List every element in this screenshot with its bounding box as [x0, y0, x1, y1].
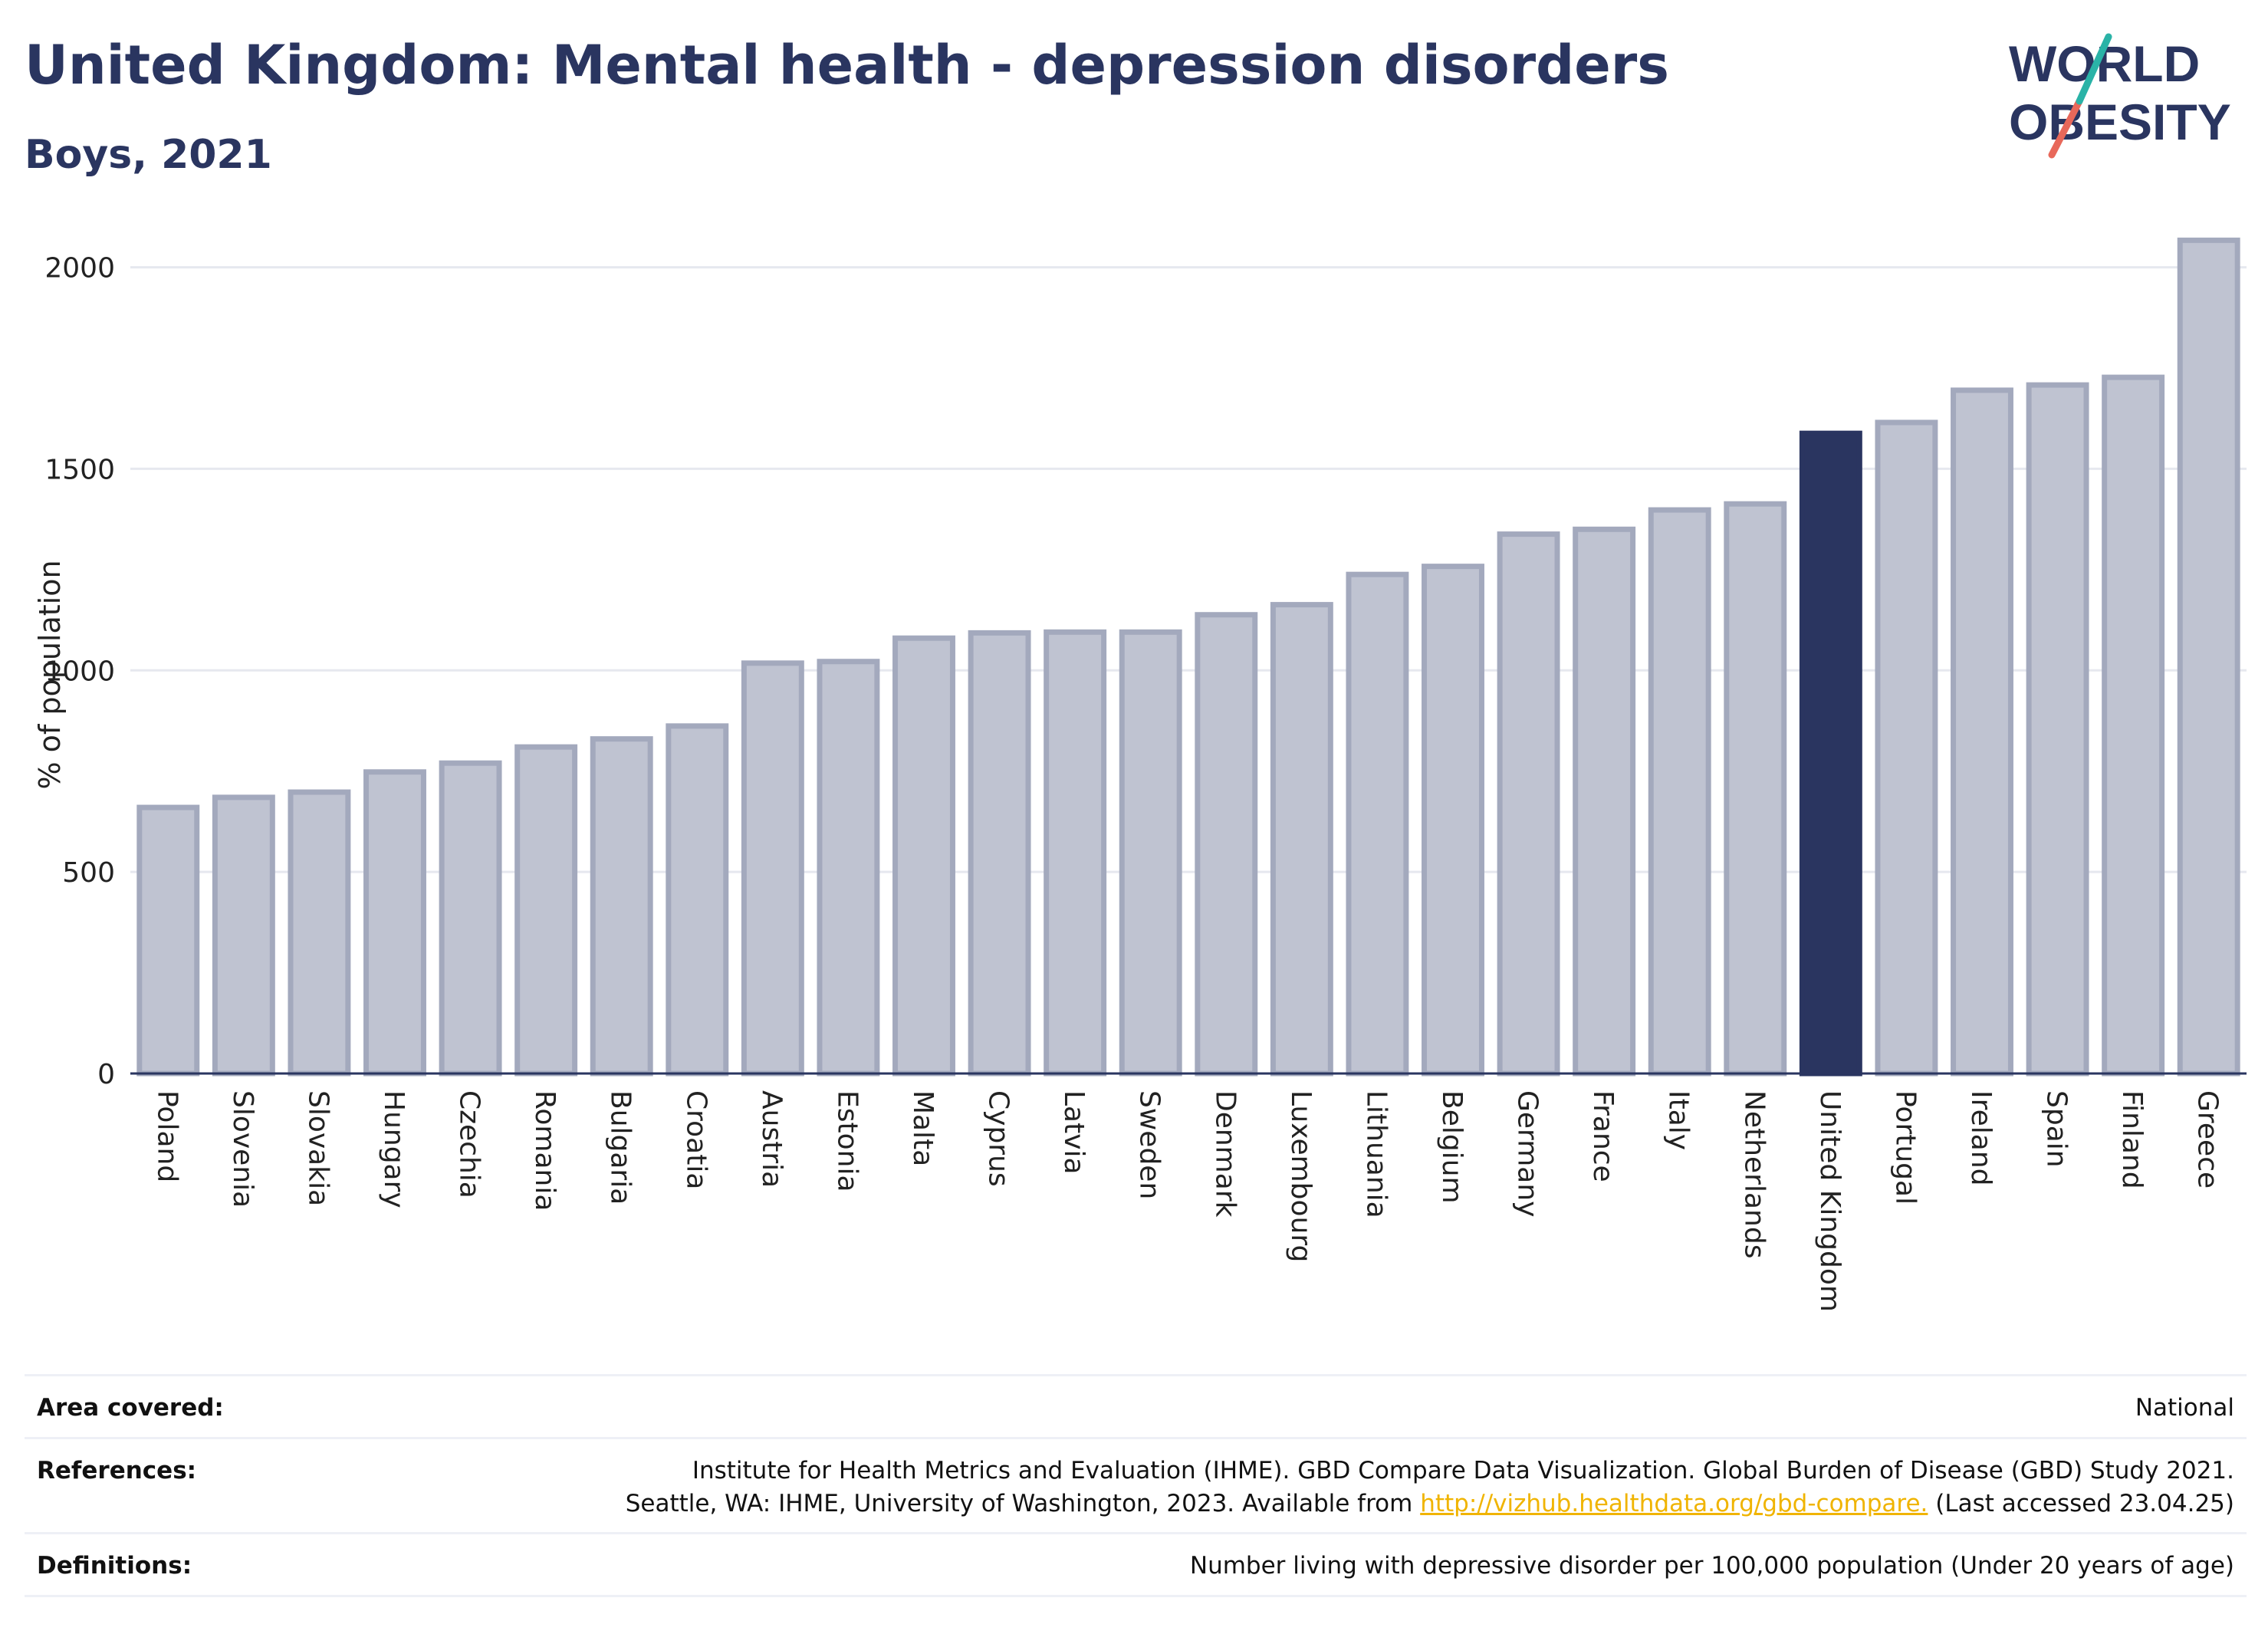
bar-luxembourg	[1270, 602, 1333, 1077]
bar-latvia	[1044, 629, 1107, 1077]
bar-croatia	[666, 723, 729, 1077]
area-covered-value: National	[2135, 1394, 2234, 1422]
y-tick-label: 500	[62, 857, 115, 889]
bar-chart: 0 500 1000 1500 2000 Poland Slovenia Slovakia H…	[33, 237, 2247, 1312]
x-tick-label: Finland	[2116, 1090, 2148, 1189]
x-tick-label: Belgium	[1436, 1090, 1468, 1204]
bar-czechia	[439, 760, 502, 1077]
y-axis-tick-labels: 0 500 1000 1500 2000	[44, 253, 115, 1090]
chart-title: United Kingdom: Mental health - depressi…	[25, 34, 1669, 97]
references-link[interactable]: http://vizhub.healthdata.org/gbd-compare…	[1420, 1490, 1928, 1517]
x-tick-label: Ireland	[1965, 1090, 1997, 1186]
bar-denmark	[1195, 612, 1258, 1077]
bar-malta	[892, 635, 955, 1077]
x-tick-label: Estonia	[831, 1090, 863, 1192]
y-axis-label: % of population	[33, 560, 67, 789]
bar-bulgaria	[590, 736, 653, 1077]
bar-austria	[741, 660, 804, 1077]
x-tick-label: Hungary	[378, 1090, 409, 1208]
bar-highlight-united-kingdom	[1799, 430, 1862, 1077]
x-tick-label: Austria	[756, 1090, 787, 1188]
world-obesity-logo: WORLD OBESITY	[2009, 33, 2231, 159]
bar-spain	[2026, 382, 2089, 1077]
bar-belgium	[1422, 564, 1484, 1077]
x-tick-label: Germany	[1512, 1090, 1543, 1217]
x-tick-label: Latvia	[1058, 1090, 1090, 1175]
bar-finland	[2102, 374, 2165, 1077]
bar-hungary	[363, 769, 426, 1077]
bars	[136, 237, 2240, 1077]
x-tick-label: Spain	[2041, 1090, 2072, 1168]
logo-slash-coral	[2048, 97, 2083, 159]
bar-greece	[2177, 237, 2240, 1077]
definitions-label: Definitions:	[37, 1552, 192, 1580]
logo-slash-teal	[2076, 33, 2112, 105]
y-tick-label: 2000	[44, 253, 115, 284]
x-tick-label: Romania	[529, 1090, 560, 1211]
area-covered-label: Area covered:	[37, 1394, 224, 1422]
x-tick-label: Greece	[2192, 1090, 2224, 1189]
x-tick-label: Croatia	[680, 1090, 712, 1189]
y-tick-label: 1000	[44, 656, 115, 687]
bar-italy	[1648, 507, 1711, 1077]
references-line-2-prefix: Seattle, WA: IHME, University of Washing…	[625, 1490, 1421, 1517]
meta-divider	[25, 1595, 2247, 1597]
y-tick-label: 1500	[44, 454, 115, 485]
bar-lithuania	[1346, 571, 1409, 1077]
x-tick-label: Italy	[1663, 1090, 1694, 1150]
x-tick-label: Lithuania	[1360, 1090, 1392, 1218]
definitions-value: Number living with depressive disorder p…	[1189, 1552, 2234, 1580]
meta-divider	[25, 1374, 2247, 1376]
x-tick-label: Slovakia	[302, 1090, 334, 1206]
bar-slovenia	[212, 794, 275, 1077]
logo-word-obesity: OBESITY	[2009, 94, 2231, 150]
meta-divider	[25, 1532, 2247, 1534]
x-axis-tick-labels: Poland Slovenia Slovakia Hungary Czechia Roma…	[151, 1090, 2223, 1312]
bar-cyprus	[968, 630, 1031, 1077]
bar-romania	[514, 744, 578, 1077]
bar-estonia	[817, 659, 880, 1077]
x-tick-label: Sweden	[1134, 1090, 1165, 1199]
x-tick-label: Czechia	[454, 1090, 485, 1198]
y-tick-label: 0	[97, 1059, 115, 1090]
references-line-1: Institute for Health Metrics and Evaluat…	[692, 1457, 2234, 1484]
x-tick-label: Bulgaria	[605, 1090, 636, 1205]
bar-slovakia	[288, 789, 351, 1077]
x-tick-label: Luxembourg	[1285, 1090, 1316, 1262]
x-tick-label: Netherlands	[1738, 1090, 1770, 1258]
x-tick-label: France	[1587, 1090, 1619, 1182]
references-label: References:	[37, 1457, 197, 1484]
chart-subtitle: Boys, 2021	[25, 132, 272, 178]
x-tick-label: Slovenia	[227, 1090, 258, 1208]
x-tick-label: Denmark	[1209, 1090, 1241, 1218]
bar-germany	[1497, 531, 1560, 1077]
bar-france	[1573, 526, 1636, 1077]
x-tick-label: Poland	[151, 1090, 182, 1182]
meta-divider	[25, 1437, 2247, 1439]
bar-sweden	[1119, 629, 1182, 1077]
bar-ireland	[1951, 387, 2013, 1077]
references-line-2-suffix: (Last accessed 23.04.25)	[1928, 1490, 2234, 1517]
x-tick-label: United Kingdom	[1814, 1090, 1846, 1312]
x-tick-label: Portugal	[1889, 1090, 1921, 1205]
references-line-2: Seattle, WA: IHME, University of Washing…	[626, 1490, 2234, 1517]
bar-portugal	[1875, 419, 1938, 1077]
bar-poland	[136, 804, 200, 1077]
x-tick-label: Malta	[907, 1090, 938, 1166]
bar-netherlands	[1724, 501, 1787, 1077]
x-tick-label: Cyprus	[983, 1090, 1014, 1187]
